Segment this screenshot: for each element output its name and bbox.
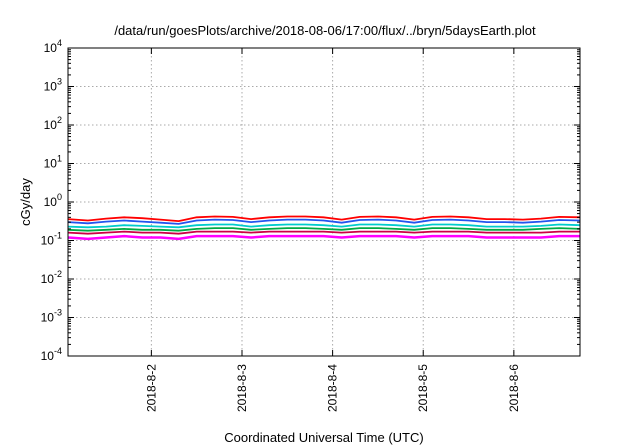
y-tick-base: 10 [44, 41, 58, 55]
y-tick-exponent: 4 [57, 38, 62, 48]
series-line-2 [67, 230, 580, 235]
y-tick-base: 10 [44, 157, 58, 171]
y-tick-base: 10 [44, 80, 58, 94]
y-tick-label: 102 [44, 115, 62, 132]
y-tick-exponent: 3 [57, 77, 62, 87]
y-tick-base: 10 [41, 234, 55, 248]
y-tick-exponent: 2 [57, 115, 62, 125]
x-axis: 2018-8-2 2018-8-3 2018-8-4 2018-8-5 2018-8-6 [144, 48, 521, 412]
x-tick-label: 2018-8-3 [235, 364, 249, 412]
y-tick-base: 10 [41, 272, 55, 286]
y-tick-base: 10 [44, 118, 58, 132]
series-line-3 [67, 227, 581, 232]
y-tick-label: 101 [44, 154, 62, 171]
y-tick-exponent: -3 [54, 308, 62, 318]
series-line-6 [67, 215, 581, 223]
x-tick-label: 2018-8-6 [507, 364, 521, 412]
grid [68, 48, 580, 356]
y-tick-exponent: -2 [54, 269, 62, 279]
y-tick-label: 103 [44, 77, 62, 94]
y-tick-exponent: 0 [57, 192, 62, 202]
series-line-4 [67, 223, 581, 229]
y-tick-label: 10-2 [41, 269, 62, 286]
chart-title: /data/run/goesPlots/archive/2018-08-06/1… [114, 23, 536, 38]
x-tick-label: 2018-8-2 [144, 364, 158, 412]
y-tick-label: 100 [44, 192, 62, 209]
y-tick-label: 10-1 [41, 231, 62, 248]
series-line-1 [67, 234, 580, 241]
x-axis-label: Coordinated Universal Time (UTC) [224, 430, 423, 445]
y-tick-base: 10 [44, 195, 58, 209]
series-group [67, 215, 581, 241]
y-tick-label: 104 [44, 38, 62, 55]
y-tick-base: 10 [41, 311, 55, 325]
series-line-5 [67, 218, 581, 225]
y-tick-exponent: -4 [54, 346, 62, 356]
y-tick-exponent: 1 [57, 154, 62, 164]
x-tick-label: 2018-8-4 [326, 364, 340, 412]
y-tick-label: 10-3 [41, 308, 62, 325]
y-tick-exponent: -1 [54, 231, 62, 241]
y-tick-label: 10-4 [41, 346, 62, 363]
y-axis-label: cGy/day [18, 178, 33, 226]
y-tick-base: 10 [41, 349, 55, 363]
x-tick-label: 2018-8-5 [416, 364, 430, 412]
